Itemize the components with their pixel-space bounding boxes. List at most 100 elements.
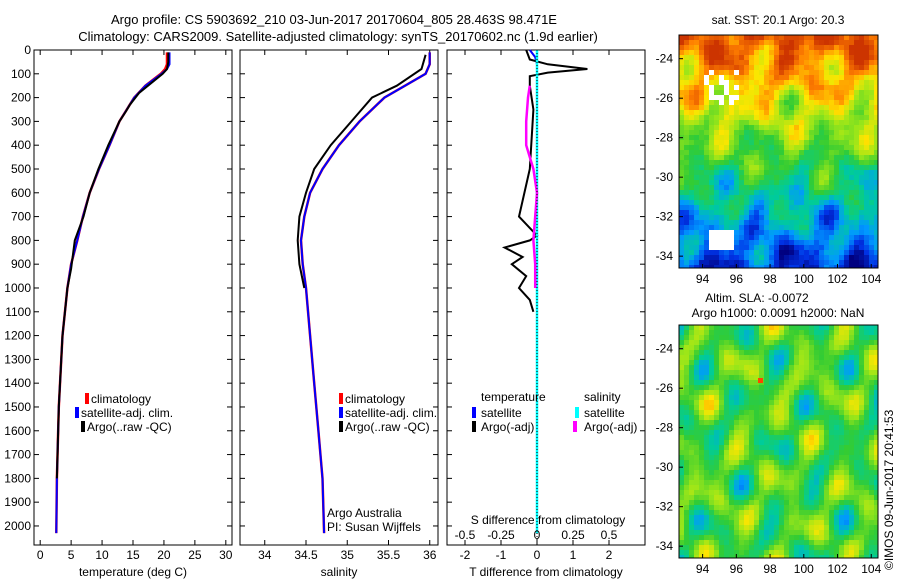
sst-cell [714,165,719,170]
sla-cell [764,500,769,505]
sst-cell [689,70,694,75]
sla-cell [694,490,699,495]
sla-cell [809,460,814,465]
sla-cell [744,460,749,465]
sst-cell [844,105,849,110]
sla-cell [679,365,684,370]
sla-cell [759,555,764,558]
sla-cell [854,555,859,558]
sst-cell [694,190,699,195]
sst-cell [814,85,819,90]
sst-cell [854,240,859,245]
sla-cell [709,520,714,525]
sst-cell [799,220,804,225]
sst-cell [859,210,864,215]
sst-cell [689,240,694,245]
sla-cell [774,525,779,530]
sla-cell [754,330,759,335]
legend-swatch-satellite-t [472,407,476,418]
sst-cell [694,170,699,175]
sst-cell [829,135,834,140]
sla-cell [759,485,764,490]
sla-cell [699,395,704,400]
sla-cell [694,405,699,410]
sla-cell [754,335,759,340]
sst-cell [779,215,784,220]
sla-cell [689,470,694,475]
sst-cell [804,130,809,135]
sst-cell [694,40,699,45]
sst-cell [724,220,729,225]
sst-cell [739,240,744,245]
sla-cell [849,420,854,425]
sst-cell [714,40,719,45]
legend-label: satellite-adj. clim. [345,406,437,420]
sla-cell [834,550,839,555]
sla-cell [844,410,849,415]
sst-cell [864,125,869,130]
sst-cell [819,165,824,170]
sst-cell [684,75,689,80]
sst-cell [729,85,734,90]
sst-cell [799,140,804,145]
sla-cell [704,385,709,390]
sla-cell [829,540,834,545]
sst-cell [789,135,794,140]
sla-cell [774,545,779,550]
sla-cell [769,420,774,425]
sst-cell [684,45,689,50]
sla-cell [784,545,789,550]
sst-cell [754,150,759,155]
sla-cell [734,440,739,445]
sla-cell [829,470,834,475]
sla-cell [769,465,774,470]
sst-cell [809,85,814,90]
sst-cell [754,170,759,175]
sst-cell [774,240,779,245]
sst-cell [779,85,784,90]
sla-cell [754,555,759,558]
sla-cell [824,385,829,390]
sla-cell [704,410,709,415]
sst-cell [694,235,699,240]
sla-cell [829,500,834,505]
sla-cell [719,395,724,400]
sla-cell [829,325,834,330]
sst-cell [679,80,684,85]
sla-cell [749,515,754,520]
sla-cell [819,440,824,445]
sst-cell [724,245,729,250]
sla-cell [839,360,844,365]
sla-cell [789,360,794,365]
sst-cell [849,45,854,50]
sla-cell [819,530,824,535]
sla-cell [714,420,719,425]
sla-cell [734,330,739,335]
sla-cell [779,455,784,460]
sst-cell [764,40,769,45]
sla-cell [834,335,839,340]
sla-cell [774,505,779,510]
sst-cell [754,225,759,230]
sst-cell [864,115,869,120]
sla-cell [809,540,814,545]
sla-cell [699,355,704,360]
sst-cell [874,265,878,268]
sla-cell [799,495,804,500]
sst-cell [844,245,849,250]
sla-cell [689,355,694,360]
sst-cell [819,95,824,100]
side-timestamp: ©IMOS 09-Jun-2017 20:41:53 [882,409,896,570]
sla-cell [754,410,759,415]
sst-cell [704,230,709,235]
sst-cell [804,200,809,205]
sst-cell [789,50,794,55]
sst-cell [769,235,774,240]
sla-cell [774,550,779,555]
sst-cell [684,100,689,105]
sst-cell [739,115,744,120]
sla-cell [709,525,714,530]
sst-cell [819,180,824,185]
sla-cell [684,545,689,550]
